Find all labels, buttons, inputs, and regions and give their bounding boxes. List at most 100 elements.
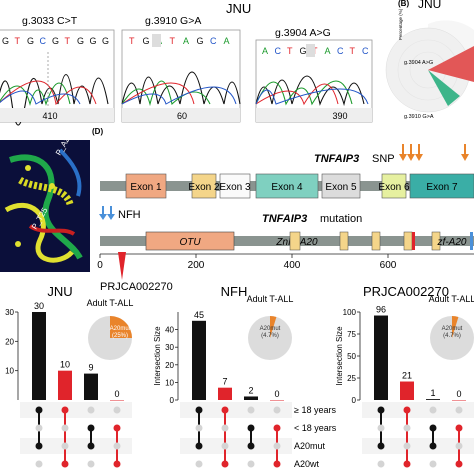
upset-dot <box>61 460 69 468</box>
upset-dot <box>61 442 69 450</box>
exon-label: Exon 6 <box>378 182 410 193</box>
trace-base: G <box>27 36 34 46</box>
upset-dot <box>247 460 255 468</box>
panel-d: (D) TNFAIP3 SNP Exon 1 Exon 2 Exon 3 Exon 4… <box>92 127 474 293</box>
upset-ytick: 0 <box>352 396 357 405</box>
exon-label: Exon 1 <box>130 182 162 193</box>
upset-ylabel: Intersection Size <box>153 326 162 386</box>
exon-label: Exon 5 <box>325 182 357 193</box>
upset-dot <box>195 442 203 450</box>
trace-base: T <box>129 36 135 46</box>
upset-dot <box>35 424 43 432</box>
upset-dot <box>87 424 95 432</box>
upset-ytick: 40 <box>165 326 174 335</box>
upset-dot <box>403 424 411 432</box>
trace-base: C <box>337 46 344 56</box>
exon-label: Exon 2 <box>188 182 220 193</box>
panel-b-label: (B) <box>398 0 409 8</box>
inset-pie-pct: (4.7%) <box>261 333 279 339</box>
upset-dot <box>455 406 463 414</box>
upset-ytick: 25 <box>347 374 356 383</box>
exon-box <box>191 173 217 199</box>
exon-label: Exon 4 <box>271 182 303 193</box>
upset-dot <box>403 460 411 468</box>
exon-box <box>321 173 361 199</box>
exon-label: Exon 3 <box>219 182 251 193</box>
prjca-arrow <box>118 252 126 280</box>
upset-bar-label: 9 <box>88 363 93 373</box>
upset-dot <box>113 460 121 468</box>
upset-bar-label: 96 <box>376 305 386 315</box>
trace-3: g.3904 A>G ACTGTACTC 390 <box>255 27 373 123</box>
upset-dot <box>61 406 69 414</box>
protein-structure: P_A2P P_T25 <box>0 131 90 272</box>
nfh-label: NFH <box>118 209 141 221</box>
upset-dot <box>35 442 43 450</box>
mutation-word: mutation <box>320 213 362 225</box>
upset-dot <box>195 406 203 414</box>
pie-b-ylabel: Percentage (%) <box>398 8 403 40</box>
trace-base: T <box>287 46 293 56</box>
pie-b-slice-green <box>428 70 460 106</box>
exon-label: Exon 7 <box>426 182 458 193</box>
trace-base: T <box>350 46 356 56</box>
jnu-title: JNU <box>226 1 251 16</box>
upset-dot <box>113 442 121 450</box>
upset-bar-label: 45 <box>194 310 204 320</box>
upset-ytick: 30 <box>165 343 174 352</box>
upset-dot <box>195 424 203 432</box>
inset-pie-slice <box>270 316 277 338</box>
upset-row-label: ≥ 18 years <box>294 405 336 415</box>
upset-dot <box>247 442 255 450</box>
upset-ytick: 50 <box>347 352 356 361</box>
trace-3-label: g.3904 A>G <box>275 27 331 39</box>
trace-base: C <box>40 36 47 46</box>
upset-bar-label: 30 <box>34 301 44 311</box>
upset-cohort: Adult T-ALL <box>429 294 474 304</box>
trace-1-blue <box>0 90 81 105</box>
gene-title: TNFAIP3 <box>314 153 359 165</box>
upset-row-label: A20wt <box>294 459 320 469</box>
trace-base: G <box>300 46 307 56</box>
upset-dot <box>273 460 281 468</box>
upset-bar <box>426 399 440 400</box>
axis-tick-label: 200 <box>188 260 205 271</box>
upset-bar <box>374 315 388 400</box>
axis-tick-label: 400 <box>284 260 301 271</box>
trace-base: G <box>2 36 9 46</box>
upset-dot <box>273 424 281 432</box>
upset-bar-label: 0 <box>456 389 461 399</box>
upset-bar <box>452 400 466 401</box>
domain-otu-label: OTU <box>179 237 201 248</box>
upset-ytick: 20 <box>5 337 14 346</box>
upset-bar-label: 2 <box>248 385 253 395</box>
upset-dot <box>455 460 463 468</box>
upset-cohort: Adult T-ALL <box>87 298 134 308</box>
trace-1-red <box>0 80 97 106</box>
upset-dot <box>377 460 385 468</box>
upset-ytick: 0 <box>170 396 175 405</box>
upset-bar <box>32 312 46 400</box>
exon-box <box>255 173 319 199</box>
upset-dot <box>113 406 121 414</box>
upset-dot <box>35 460 43 468</box>
gene-snp: SNP <box>372 153 395 165</box>
upset-ytick: 100 <box>343 308 357 317</box>
upset-dot <box>221 460 229 468</box>
snp-arrows <box>399 144 469 161</box>
upset-dot <box>429 460 437 468</box>
panel-d-label: (D) <box>92 127 103 136</box>
upset-dot <box>247 424 255 432</box>
trace-base: G <box>102 36 109 46</box>
upset-bar <box>244 396 258 400</box>
upset-dot <box>61 424 69 432</box>
inset-pie-label: A20mut <box>442 326 463 332</box>
inset-pie-pct: (4.7%) <box>443 333 461 339</box>
mutation-title: TNFAIP3 <box>262 213 307 225</box>
trace-base: A <box>183 36 189 46</box>
inset-pie-slice <box>452 316 459 338</box>
upset-ylabel: Intersection Size <box>335 326 344 386</box>
trace-base: A <box>325 46 331 56</box>
